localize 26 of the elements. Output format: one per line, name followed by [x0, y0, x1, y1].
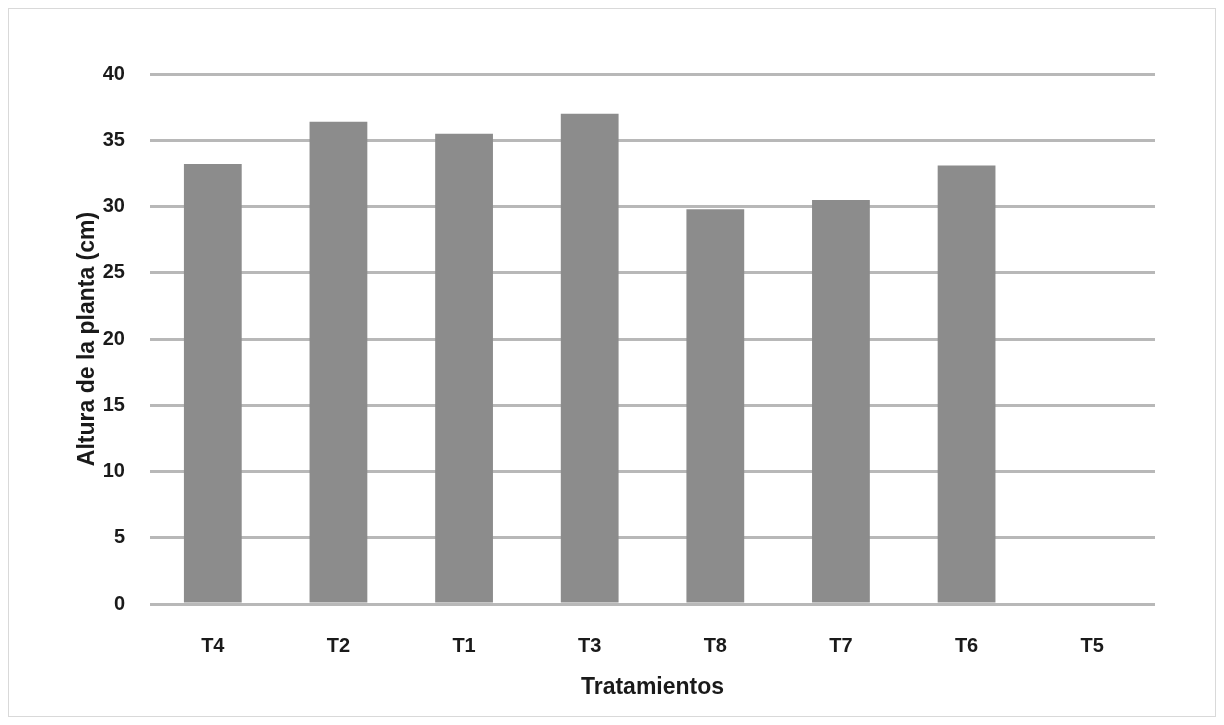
bar [435, 133, 493, 603]
y-tick-label: 0 [113, 591, 125, 614]
x-tick-label: T1 [452, 633, 476, 656]
y-tick-label: 35 [102, 127, 125, 150]
bar [309, 121, 368, 603]
y-axis-title: Altura de la planta (cm) [73, 211, 100, 467]
y-tick-label: 25 [102, 260, 125, 283]
y-tick-label: 30 [102, 194, 125, 217]
bar [183, 164, 242, 603]
x-tick-label: T8 [703, 633, 727, 656]
bar [686, 209, 745, 603]
y-tick-label: 5 [113, 525, 125, 548]
x-tick-label: T6 [954, 633, 979, 656]
x-tick-label: T5 [1080, 633, 1104, 656]
bar [560, 113, 619, 603]
x-tick-label: T4 [201, 633, 226, 656]
y-tick-label: 15 [102, 392, 125, 415]
y-tick-label: 10 [102, 459, 125, 482]
x-tick-label: T7 [829, 633, 853, 656]
y-tick-label: 40 [102, 61, 125, 84]
y-tick-label: 20 [102, 326, 125, 349]
x-axis-title: Tratamientos [580, 672, 725, 699]
bar [937, 165, 996, 603]
x-tick-label: T3 [578, 633, 602, 656]
x-tick-label: T2 [326, 633, 351, 656]
bar [812, 199, 870, 603]
